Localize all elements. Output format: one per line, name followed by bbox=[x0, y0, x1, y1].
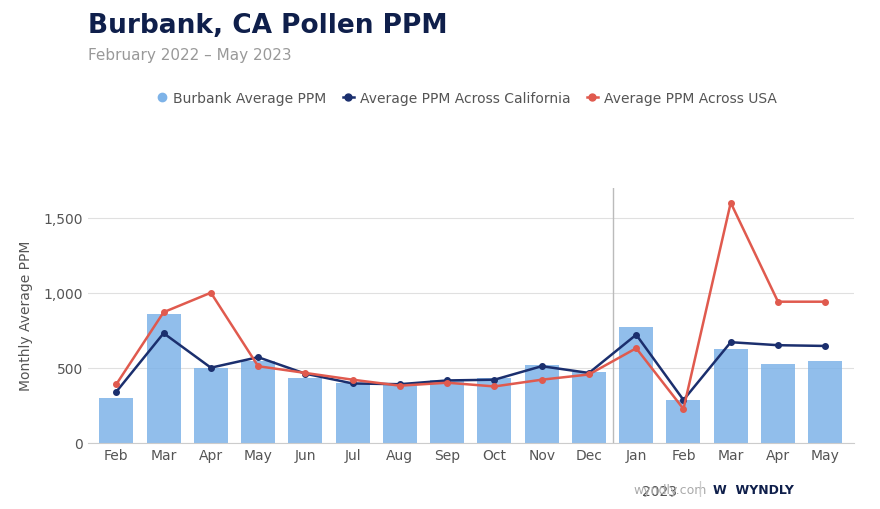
Bar bbox=[714, 349, 748, 443]
Text: |: | bbox=[697, 480, 702, 496]
Bar bbox=[194, 368, 228, 443]
Text: 2023: 2023 bbox=[642, 485, 678, 498]
Text: wyndly.com: wyndly.com bbox=[634, 484, 707, 496]
Legend: Burbank Average PPM, Average PPM Across California, Average PPM Across USA: Burbank Average PPM, Average PPM Across … bbox=[150, 86, 782, 111]
Text: Burbank, CA Pollen PPM: Burbank, CA Pollen PPM bbox=[88, 13, 448, 39]
Bar bbox=[620, 328, 653, 443]
Text: February 2022 – May 2023: February 2022 – May 2023 bbox=[88, 48, 291, 63]
Bar bbox=[335, 384, 370, 443]
Y-axis label: Monthly Average PPM: Monthly Average PPM bbox=[18, 241, 33, 390]
Bar bbox=[808, 361, 842, 443]
Bar bbox=[289, 379, 322, 443]
Bar bbox=[147, 314, 180, 443]
Bar bbox=[478, 379, 511, 443]
Bar bbox=[761, 364, 795, 443]
Bar bbox=[383, 384, 417, 443]
Bar bbox=[572, 373, 606, 443]
Bar bbox=[524, 365, 559, 443]
Bar bbox=[666, 400, 700, 443]
Text: W  WYNDLY: W WYNDLY bbox=[713, 484, 794, 496]
Bar bbox=[430, 381, 464, 443]
Bar bbox=[99, 398, 134, 443]
Bar bbox=[241, 361, 275, 443]
